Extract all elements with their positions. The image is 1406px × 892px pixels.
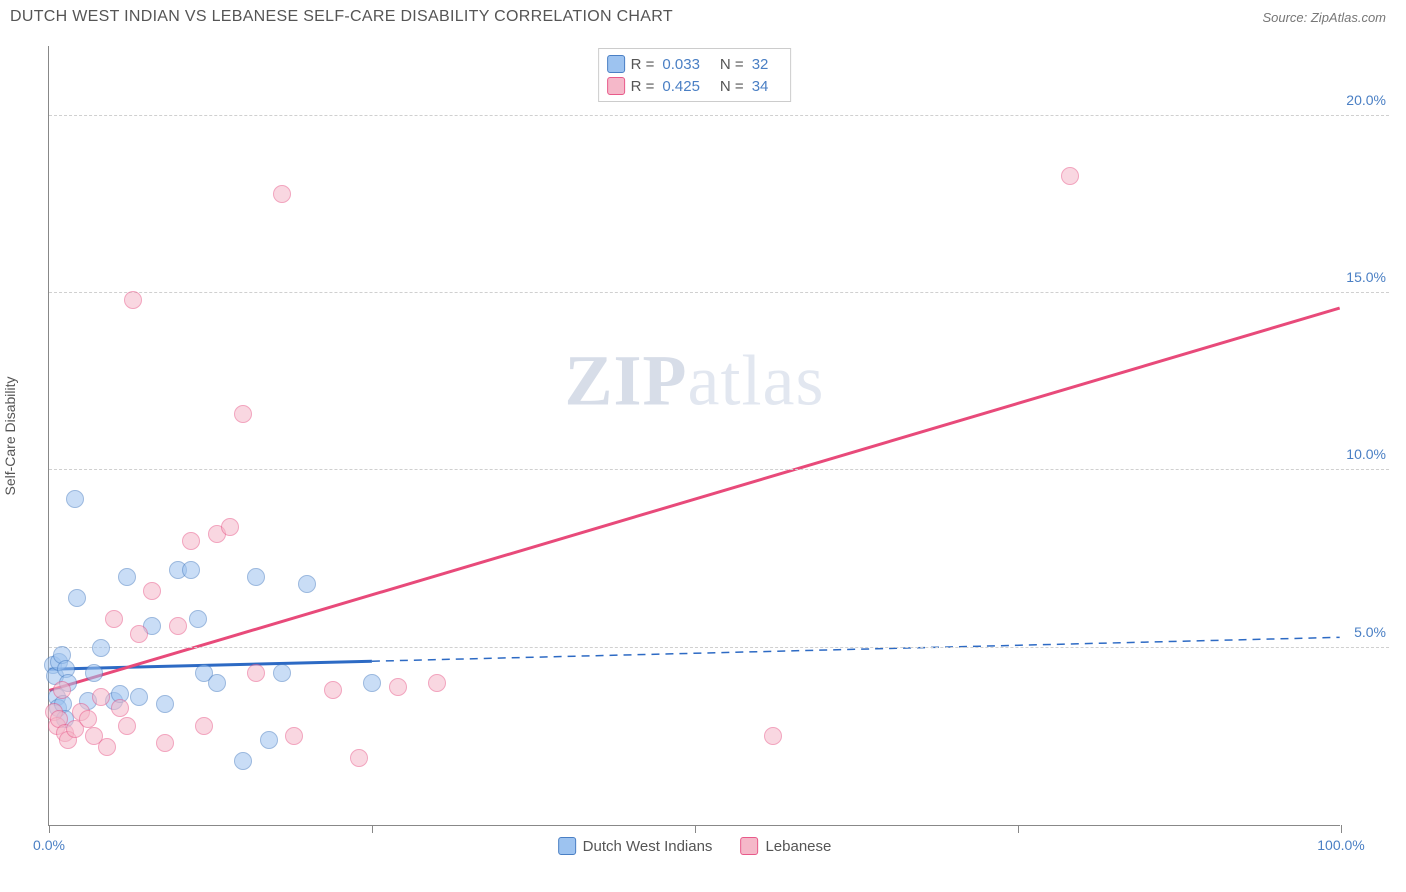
data-point [156, 734, 174, 752]
data-point [143, 582, 161, 600]
correlation-row-1: R = 0.033 N = 32 [607, 53, 783, 75]
data-point [92, 688, 110, 706]
gridline-h [49, 115, 1389, 116]
data-point [156, 695, 174, 713]
data-point [66, 490, 84, 508]
swatch-series-1 [607, 55, 625, 73]
data-point [189, 610, 207, 628]
data-point [285, 727, 303, 745]
data-point [273, 185, 291, 203]
data-point [428, 674, 446, 692]
r-value-1: 0.033 [662, 56, 700, 73]
data-point [273, 664, 291, 682]
data-point [350, 749, 368, 767]
plot-area: ZIPatlas R = 0.033 N = 32 R = 0.425 N = … [48, 46, 1340, 826]
ytick-label: 10.0% [1346, 446, 1386, 462]
correlation-legend: R = 0.033 N = 32 R = 0.425 N = 34 [598, 48, 792, 102]
data-point [169, 617, 187, 635]
data-point [118, 717, 136, 735]
xtick [372, 825, 373, 833]
xtick-label: 0.0% [33, 837, 65, 853]
data-point [247, 664, 265, 682]
data-point [234, 752, 252, 770]
trend-lines [49, 46, 1340, 825]
data-point [111, 699, 129, 717]
ytick-label: 20.0% [1346, 92, 1386, 108]
gridline-h [49, 647, 1389, 648]
data-point [247, 568, 265, 586]
gridline-h [49, 292, 1389, 293]
data-point [98, 738, 116, 756]
data-point [363, 674, 381, 692]
data-point [298, 575, 316, 593]
n-value-2: 34 [752, 78, 769, 95]
source-attribution: Source: ZipAtlas.com [1262, 10, 1386, 25]
xtick [1018, 825, 1019, 833]
data-point [324, 681, 342, 699]
data-point [182, 561, 200, 579]
r-value-2: 0.425 [662, 78, 700, 95]
legend-swatch-2 [740, 837, 758, 855]
swatch-series-2 [607, 77, 625, 95]
data-point [118, 568, 136, 586]
chart-title: DUTCH WEST INDIAN VS LEBANESE SELF-CARE … [10, 8, 673, 26]
series-legend: Dutch West Indians Lebanese [558, 837, 832, 855]
data-point [208, 674, 226, 692]
legend-swatch-1 [558, 837, 576, 855]
data-point [79, 710, 97, 728]
xtick [1341, 825, 1342, 833]
data-point [182, 532, 200, 550]
legend-label-1: Dutch West Indians [583, 838, 713, 855]
data-point [234, 405, 252, 423]
header: DUTCH WEST INDIAN VS LEBANESE SELF-CARE … [0, 0, 1406, 30]
data-point [68, 589, 86, 607]
n-label: N = [720, 78, 744, 95]
watermark-bold: ZIP [565, 340, 688, 420]
ytick-label: 5.0% [1354, 624, 1386, 640]
watermark: ZIPatlas [565, 339, 825, 422]
correlation-row-2: R = 0.425 N = 34 [607, 75, 783, 97]
chart-container: Self-Care Disability ZIPatlas R = 0.033 … [48, 46, 1388, 826]
legend-item-2: Lebanese [740, 837, 831, 855]
xtick-label: 100.0% [1317, 837, 1364, 853]
n-value-1: 32 [752, 56, 769, 73]
legend-item-1: Dutch West Indians [558, 837, 713, 855]
xtick [49, 825, 50, 833]
data-point [389, 678, 407, 696]
data-point [53, 681, 71, 699]
xtick [695, 825, 696, 833]
data-point [260, 731, 278, 749]
data-point [124, 291, 142, 309]
r-label: R = [631, 78, 655, 95]
r-label: R = [631, 56, 655, 73]
ytick-label: 15.0% [1346, 269, 1386, 285]
n-label: N = [720, 56, 744, 73]
data-point [105, 610, 123, 628]
data-point [764, 727, 782, 745]
legend-label-2: Lebanese [765, 838, 831, 855]
data-point [85, 664, 103, 682]
data-point [195, 717, 213, 735]
data-point [92, 639, 110, 657]
gridline-h [49, 469, 1389, 470]
watermark-light: atlas [688, 340, 825, 420]
data-point [221, 518, 239, 536]
data-point [130, 625, 148, 643]
y-axis-label: Self-Care Disability [2, 376, 18, 495]
data-point [130, 688, 148, 706]
data-point [1061, 167, 1079, 185]
